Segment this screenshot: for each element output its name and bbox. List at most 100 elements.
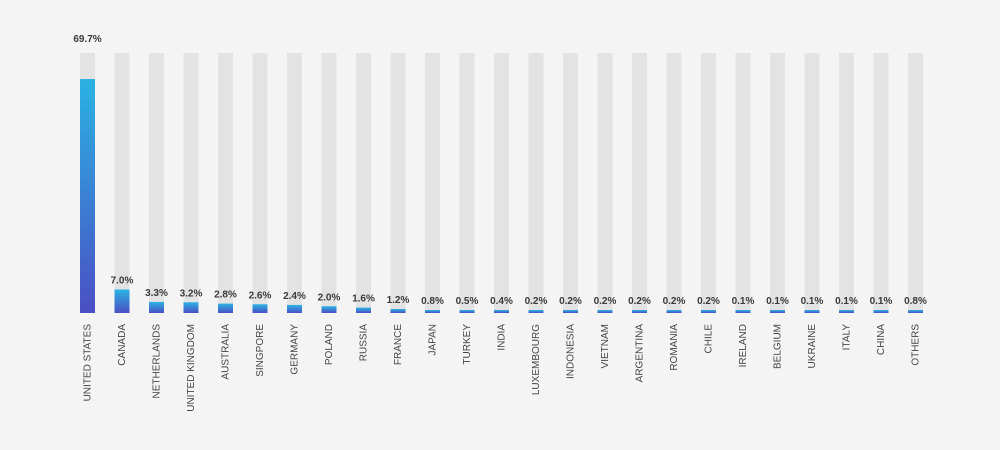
bar-track xyxy=(321,53,337,313)
value-label: 0.8% xyxy=(421,296,444,307)
bar-tracks xyxy=(80,53,923,313)
bar xyxy=(839,310,854,313)
category-label: INDIA xyxy=(497,324,508,351)
bar xyxy=(563,310,578,313)
bar xyxy=(149,301,164,313)
value-label: 0.1% xyxy=(870,296,893,307)
category-label: CHILE xyxy=(704,324,715,354)
bar-track xyxy=(839,53,854,313)
value-labels: 69.7% 7.0% 3.3% 3.2% 2.8% 2.6% 2.4% 2.0% 1.6% 1.2… xyxy=(73,34,927,307)
bar xyxy=(494,310,509,313)
bar xyxy=(425,310,440,313)
bar-track xyxy=(218,53,233,313)
category-label: RUSSIA xyxy=(359,324,370,362)
category-label: POLAND xyxy=(324,324,335,365)
value-label: 3.3% xyxy=(145,288,168,299)
value-label: 0.1% xyxy=(766,296,789,307)
value-label: 1.6% xyxy=(352,294,375,305)
bar xyxy=(459,310,475,313)
category-label: TURKEY xyxy=(462,324,473,365)
bar-track xyxy=(804,53,820,313)
bar xyxy=(770,310,785,313)
bar xyxy=(666,310,682,313)
bar xyxy=(528,310,544,313)
bar-track xyxy=(252,53,268,313)
bar-track xyxy=(356,53,371,313)
bars xyxy=(80,79,923,313)
bar-track xyxy=(735,53,751,313)
category-label: FRANCE xyxy=(393,324,404,365)
value-label: 0.2% xyxy=(628,296,651,307)
bar xyxy=(218,303,233,313)
bar-track xyxy=(425,53,440,313)
bar xyxy=(80,79,95,313)
bar-track xyxy=(114,53,130,313)
value-label: 0.2% xyxy=(559,296,582,307)
bar xyxy=(356,307,371,313)
bar-track xyxy=(390,53,406,313)
bar xyxy=(701,310,716,313)
bar xyxy=(114,289,130,313)
category-label: GERMANY xyxy=(290,324,301,375)
bar-track xyxy=(770,53,785,313)
bar xyxy=(804,310,820,313)
category-label: CHINA xyxy=(876,324,887,355)
category-label: SINGPORE xyxy=(255,324,266,377)
value-label: 0.2% xyxy=(594,296,617,307)
value-label: 0.2% xyxy=(697,296,720,307)
value-label: 0.8% xyxy=(904,296,927,307)
value-label: 7.0% xyxy=(111,275,134,286)
value-label: 2.4% xyxy=(283,291,306,302)
bar xyxy=(183,302,199,313)
value-label: 0.2% xyxy=(525,296,548,307)
bar-track xyxy=(183,53,199,313)
value-label: 0.2% xyxy=(663,296,686,307)
category-label: UKRAINE xyxy=(807,324,818,369)
value-label: 1.2% xyxy=(387,295,410,306)
bar-track xyxy=(459,53,475,313)
bar xyxy=(908,310,923,313)
bar-track xyxy=(701,53,716,313)
category-label: BELGIUM xyxy=(773,324,784,369)
value-label: 0.1% xyxy=(835,296,858,307)
bar-track xyxy=(597,53,613,313)
category-label: LUXEMBOURG xyxy=(531,324,542,395)
bar xyxy=(287,304,302,313)
value-label: 0.4% xyxy=(490,296,513,307)
value-label: 0.1% xyxy=(801,296,824,307)
category-label: JAPAN xyxy=(428,324,439,356)
value-label: 2.0% xyxy=(318,292,341,303)
value-label: 2.8% xyxy=(214,290,237,301)
bar-track xyxy=(563,53,578,313)
bar xyxy=(252,304,268,313)
bar xyxy=(735,310,751,313)
category-label: VIETNAM xyxy=(600,324,611,368)
bar-track xyxy=(873,53,889,313)
category-label: ITALY xyxy=(842,324,853,351)
bar xyxy=(390,308,406,313)
category-label: ROMANIA xyxy=(669,324,680,371)
bar xyxy=(632,310,647,313)
bar-track xyxy=(666,53,682,313)
category-label: ARGENTINA xyxy=(635,324,646,383)
bar xyxy=(873,310,889,313)
value-label: 2.6% xyxy=(249,290,272,301)
category-label: CANADA xyxy=(117,324,128,366)
bar xyxy=(597,310,613,313)
category-label: AUSTRALIA xyxy=(221,324,232,380)
category-label: IRELAND xyxy=(738,324,749,367)
bar xyxy=(321,306,337,313)
category-label: OTHERS xyxy=(911,324,922,366)
value-label: 0.5% xyxy=(456,296,479,307)
category-label: INDONESIA xyxy=(566,324,577,379)
value-label: 0.1% xyxy=(732,296,755,307)
value-label: 3.2% xyxy=(180,288,203,299)
bar-track xyxy=(494,53,509,313)
bar-track xyxy=(287,53,302,313)
category-label: NETHERLANDS xyxy=(152,324,163,399)
category-label: UNITED STATES xyxy=(83,324,94,402)
category-labels: UNITED STATES CANADA NETHERLANDS UNITED KIN… xyxy=(83,324,922,412)
bar-track xyxy=(908,53,923,313)
